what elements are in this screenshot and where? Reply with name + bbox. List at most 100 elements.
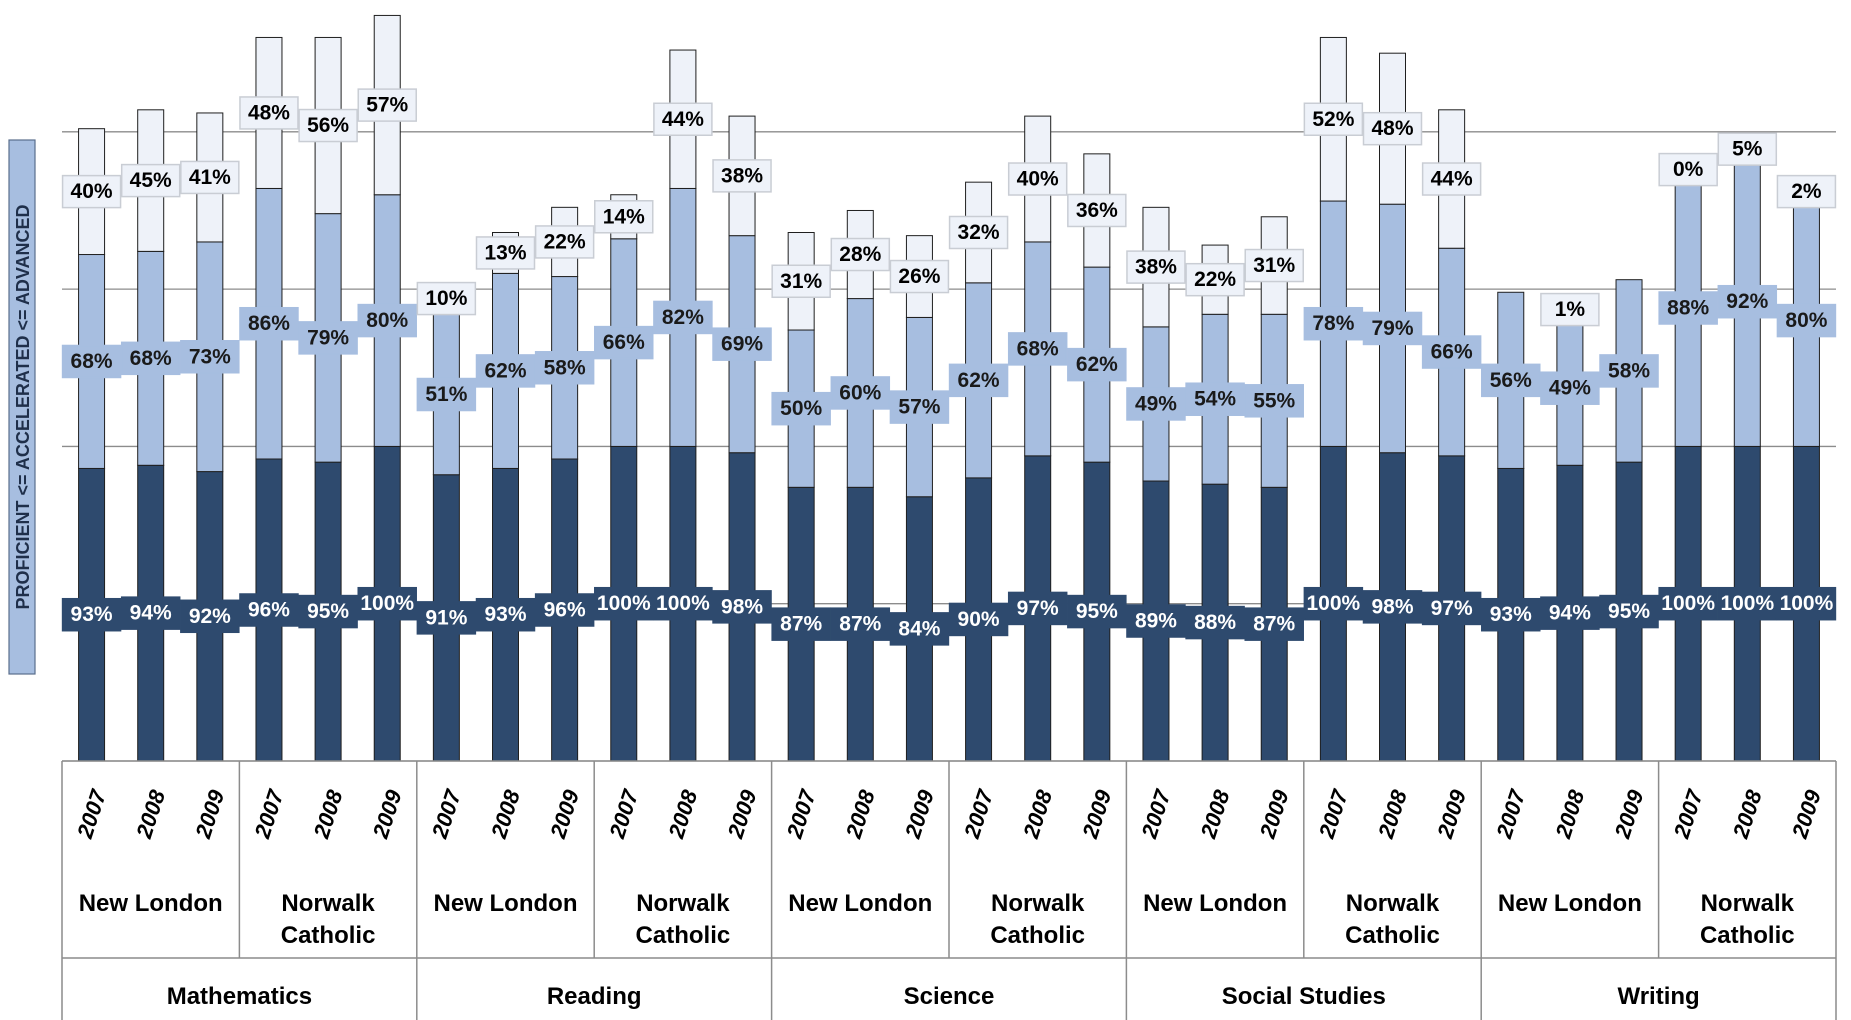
x-tick-label: 2008	[1373, 786, 1412, 842]
x-tick-label: 2009	[1609, 786, 1648, 842]
x-tick-label: 2009	[1787, 786, 1826, 842]
data-label-box	[889, 612, 950, 646]
data-label: 49%	[1126, 387, 1186, 421]
data-label-box	[1599, 354, 1659, 388]
data-label-box	[830, 237, 891, 272]
school-label: Norwalk Catholic	[635, 890, 731, 949]
data-label-text: 94%	[1549, 602, 1591, 625]
data-label-text: 100%	[360, 592, 414, 615]
data-label-text: 40%	[1017, 168, 1059, 191]
data-label: 94%	[120, 596, 181, 630]
data-label: 100%	[1717, 586, 1778, 621]
data-label: 78%	[1303, 306, 1364, 341]
school-label: New London	[1143, 890, 1288, 917]
data-label-box	[1185, 262, 1245, 297]
data-label-text: 62%	[1076, 353, 1118, 376]
data-label-box	[1717, 132, 1778, 166]
data-label-text: 100%	[597, 592, 651, 615]
data-label-text: 13%	[484, 241, 526, 264]
data-label-box	[594, 325, 654, 360]
data-label-box	[1658, 586, 1718, 621]
data-label: 50%	[771, 391, 831, 426]
school-label: New London	[1497, 890, 1642, 917]
data-label: 44%	[1421, 162, 1482, 196]
data-label: 49%	[1540, 371, 1600, 405]
data-label-text: 87%	[839, 613, 881, 636]
data-label: 96%	[534, 593, 595, 627]
data-label-text: 86%	[248, 312, 290, 335]
data-label-text: 32%	[958, 221, 1000, 244]
data-label: 48%	[1362, 111, 1423, 146]
data-label-box	[771, 391, 831, 426]
x-tick-label: 2009	[367, 786, 406, 842]
data-label-box	[1540, 371, 1600, 405]
data-label-box	[1007, 332, 1068, 366]
x-tick-label: 2009	[190, 786, 229, 842]
data-label: 98%	[1362, 590, 1423, 624]
data-label-box	[1303, 102, 1364, 136]
data-label-text: 68%	[71, 350, 113, 373]
data-label-text: 93%	[484, 603, 526, 626]
data-label-box	[180, 160, 240, 195]
data-label-text: 49%	[1135, 392, 1177, 415]
y-axis-label: PROFICIENT <= ACCELERATED <= ADVANCED	[8, 139, 36, 675]
x-tick-label: 2009	[545, 786, 584, 842]
school-label: Norwalk Catholic	[1699, 890, 1795, 949]
data-label-box	[1007, 162, 1068, 196]
data-label-box	[1303, 306, 1364, 341]
data-label-text: 57%	[366, 94, 408, 117]
data-label-box	[534, 593, 595, 627]
data-label-text: 57%	[898, 396, 940, 419]
data-label-box	[357, 88, 417, 122]
data-label-box	[239, 306, 299, 341]
data-label-text: 87%	[780, 613, 822, 636]
data-label-text: 95%	[1608, 600, 1650, 623]
data-label: 93%	[61, 597, 122, 632]
data-label-text: 96%	[544, 599, 586, 622]
data-label-box	[1244, 607, 1304, 641]
data-label: 100%	[594, 586, 654, 621]
data-label-text: 87%	[1253, 613, 1295, 636]
data-label-text: 55%	[1253, 389, 1295, 412]
data-label: 87%	[830, 607, 891, 641]
data-label-box	[1126, 387, 1186, 421]
data-label: 98%	[712, 590, 772, 624]
x-tick-label: 2008	[308, 786, 347, 842]
data-label: 60%	[830, 376, 891, 410]
data-label-box	[653, 586, 713, 621]
data-label-box	[948, 602, 1009, 637]
data-label-text: 14%	[603, 205, 645, 228]
data-label-text: 49%	[1549, 377, 1591, 400]
data-label: 73%	[180, 340, 240, 374]
data-label: 56%	[1481, 363, 1541, 398]
data-label-box	[594, 200, 654, 234]
data-label: 14%	[594, 200, 654, 234]
data-label-text: 73%	[189, 345, 231, 368]
data-label-text: 66%	[603, 331, 645, 354]
data-label: 58%	[534, 351, 595, 385]
data-label-box	[416, 601, 477, 635]
data-label-box	[120, 163, 181, 198]
data-label: 97%	[1007, 591, 1068, 626]
data-label-box	[534, 225, 595, 259]
data-label-text: 0%	[1673, 158, 1704, 181]
data-label: 79%	[298, 321, 358, 355]
x-tick-label: 2008	[841, 786, 880, 842]
data-label-box	[475, 236, 536, 270]
data-label-box	[1362, 590, 1423, 624]
data-label-box	[1007, 591, 1068, 626]
y-axis-label-text: PROFICIENT <= ACCELERATED <= ADVANCED	[13, 204, 33, 609]
data-label: 57%	[889, 390, 950, 424]
data-label: 96%	[239, 593, 299, 627]
data-label-box	[1362, 311, 1423, 346]
data-label-text: 45%	[130, 169, 172, 192]
data-label-text: 100%	[1780, 592, 1834, 615]
data-label: 88%	[1185, 605, 1245, 640]
data-label: 100%	[1658, 586, 1718, 621]
data-label-box	[298, 594, 358, 629]
data-label-text: 1%	[1555, 298, 1586, 321]
data-label-text: 2%	[1791, 180, 1822, 203]
subject-label: Science	[903, 983, 995, 1010]
data-label-text: 22%	[544, 230, 586, 253]
